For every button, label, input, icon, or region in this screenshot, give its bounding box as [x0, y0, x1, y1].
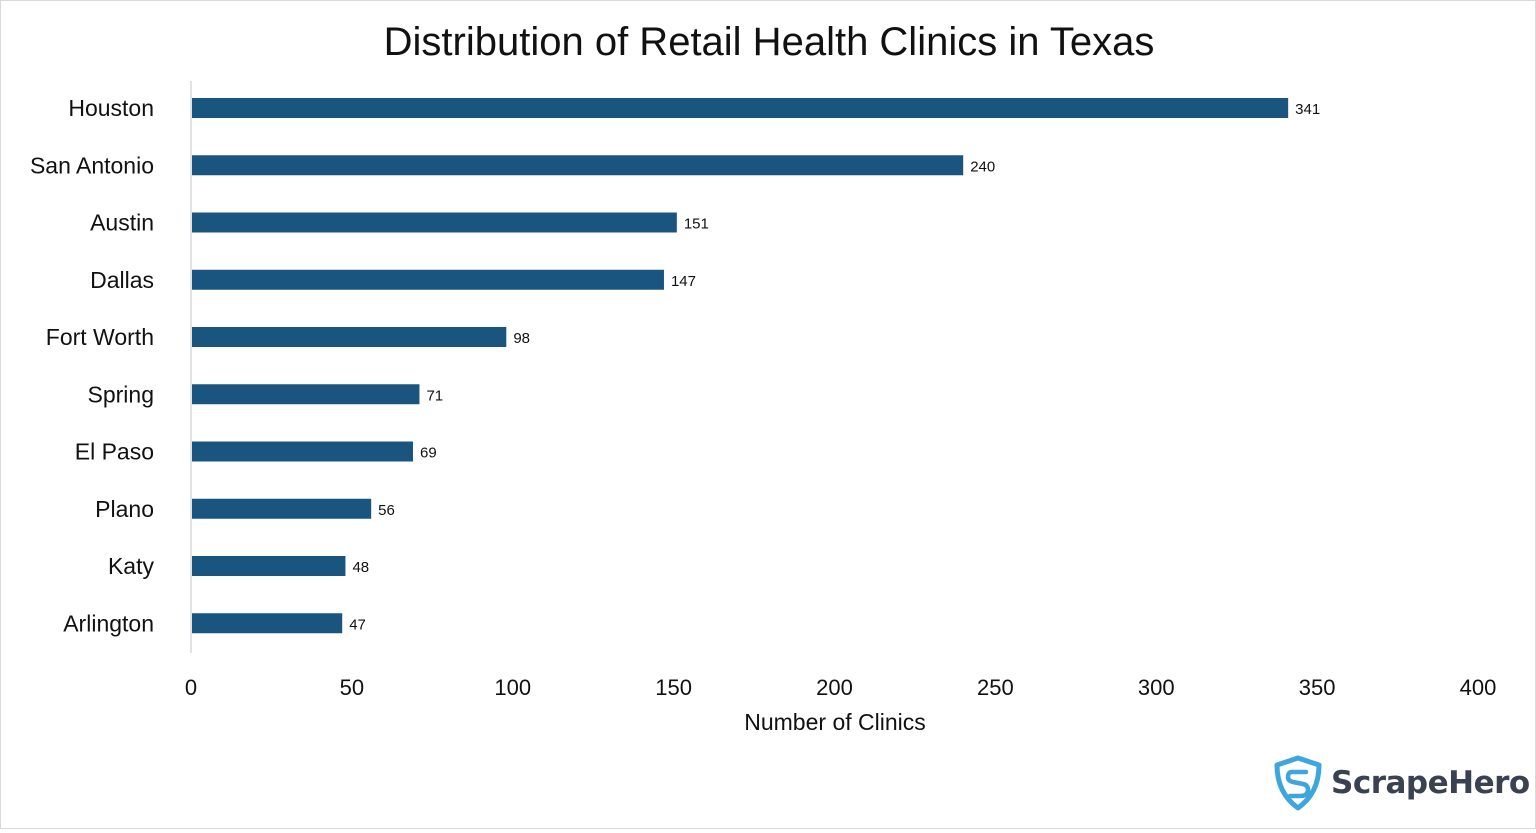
x-tick-label: 200 — [816, 675, 853, 700]
category-label: Dallas — [90, 267, 154, 293]
data-label: 240 — [970, 158, 995, 175]
category-label: Austin — [90, 210, 154, 236]
category-label: Katy — [108, 553, 155, 579]
bar — [192, 498, 372, 519]
category-label: El Paso — [75, 439, 154, 465]
data-label: 147 — [671, 273, 696, 290]
data-label: 56 — [378, 502, 395, 519]
scrapehero-logo: ScrapeHero — [1273, 755, 1530, 811]
category-label: Spring — [88, 381, 154, 407]
shield-logo-icon — [1274, 755, 1322, 811]
bar — [192, 327, 507, 347]
bar — [192, 212, 677, 233]
bar — [192, 384, 420, 405]
bar — [192, 556, 346, 576]
x-tick-label: 250 — [977, 675, 1014, 700]
data-label: 151 — [684, 216, 709, 233]
bar — [192, 441, 414, 462]
x-tick-label: 400 — [1460, 675, 1497, 700]
x-tick-label: 350 — [1299, 675, 1336, 700]
x-tick-label: 0 — [185, 675, 197, 700]
chart-title: Distribution of Retail Health Clinics in… — [384, 20, 1155, 64]
x-tick-label: 300 — [1138, 675, 1175, 700]
x-tick-label: 50 — [340, 675, 364, 700]
category-label: Arlington — [63, 610, 154, 636]
data-label: 69 — [420, 445, 437, 462]
category-label: Fort Worth — [46, 324, 154, 350]
category-label: San Antonio — [30, 152, 154, 178]
x-axis-label: Number of Clinics — [744, 709, 926, 735]
logo-text: ScrapeHero — [1331, 765, 1530, 801]
x-tick-label: 150 — [655, 675, 692, 700]
category-label: Plano — [95, 496, 154, 522]
bar — [192, 98, 1289, 118]
data-label: 341 — [1295, 101, 1320, 118]
data-label: 71 — [426, 387, 443, 404]
data-label: 48 — [352, 559, 369, 576]
data-label: 98 — [513, 330, 530, 347]
bar — [192, 155, 964, 176]
data-label: 47 — [349, 616, 366, 633]
category-label: Houston — [68, 95, 154, 121]
bar — [192, 269, 664, 290]
bar — [192, 613, 343, 634]
x-tick-label: 100 — [494, 675, 531, 700]
